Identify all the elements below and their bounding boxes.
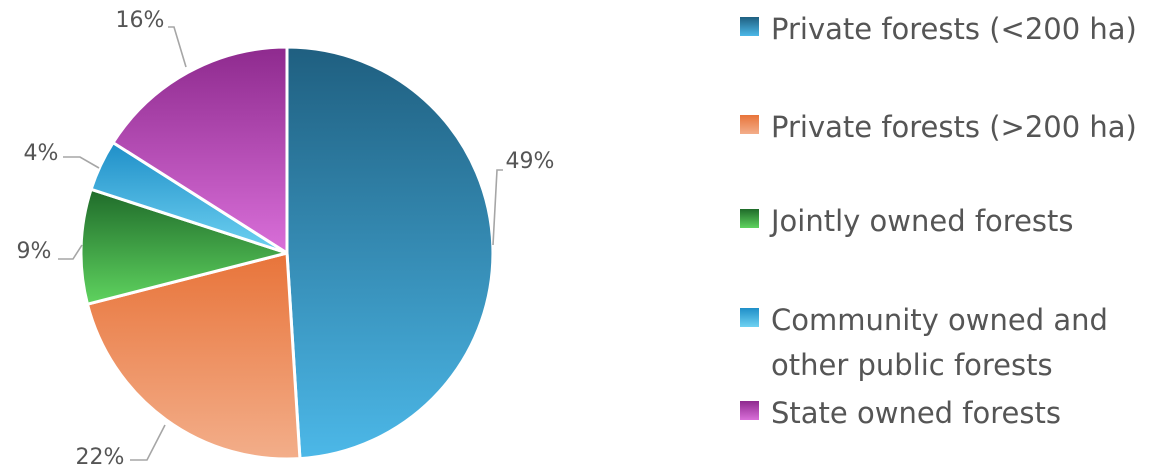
legend-item-community-owned: Community owned and other public forests xyxy=(740,298,1160,388)
legend-swatch xyxy=(740,401,759,420)
data-label: 9% xyxy=(17,239,52,264)
legend-item-jointly-owned: Jointly owned forests xyxy=(740,199,1160,244)
leader-line xyxy=(168,26,187,68)
legend-label: Private forests (>200 ha) xyxy=(771,110,1137,144)
legend-item-state-owned: State owned forests xyxy=(740,391,1160,436)
pie-slice xyxy=(111,45,289,255)
pie-slice xyxy=(285,45,495,461)
legend-swatch xyxy=(740,308,759,327)
legend-label: Community owned and other public forests xyxy=(771,303,1108,382)
data-label: 16% xyxy=(116,8,165,33)
leader-line xyxy=(130,424,166,461)
data-label: 49% xyxy=(506,149,555,174)
pie-slice xyxy=(85,251,302,461)
legend-swatch xyxy=(740,17,759,36)
legend-label: State owned forests xyxy=(771,396,1061,430)
legend-item-private-large: Private forests (>200 ha) xyxy=(740,105,1160,150)
data-label: 4% xyxy=(24,141,59,166)
pie-chart: 49% 22% 9% 4% 16% xyxy=(17,8,555,467)
leader-line xyxy=(492,169,503,246)
legend-item-private-small: Private forests (<200 ha) xyxy=(740,7,1160,52)
legend-swatch xyxy=(740,209,759,228)
legend-label: Private forests (<200 ha) xyxy=(771,12,1137,46)
leader-line xyxy=(58,244,83,260)
data-label: 22% xyxy=(76,445,125,467)
leader-line xyxy=(63,156,100,169)
legend-swatch xyxy=(740,115,759,134)
legend-label: Jointly owned forests xyxy=(771,204,1074,238)
